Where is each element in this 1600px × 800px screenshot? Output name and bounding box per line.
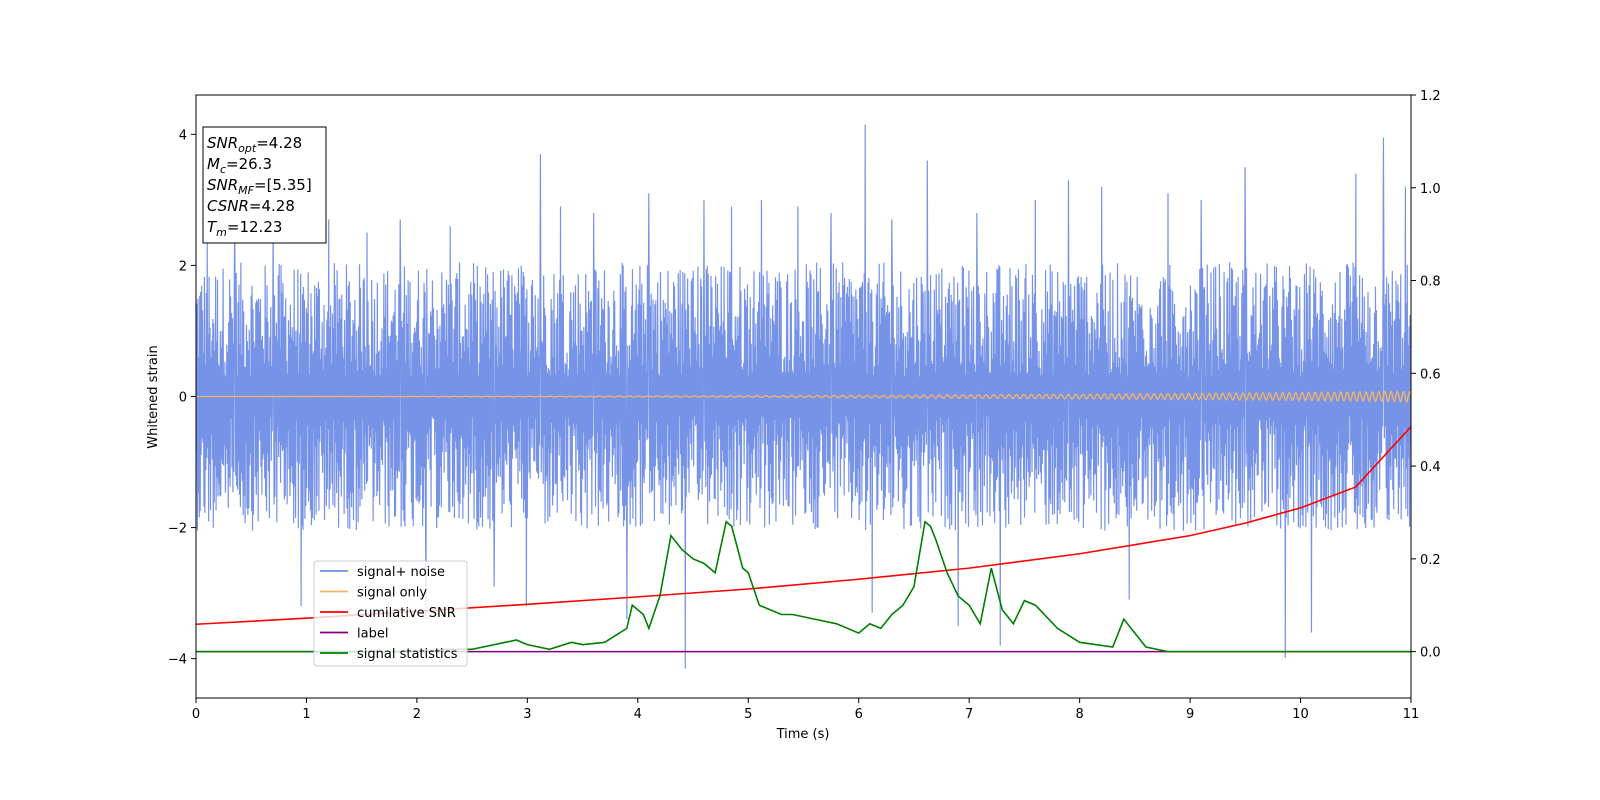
x-tick-label: 3: [523, 707, 531, 722]
x-tick-label: 4: [634, 707, 642, 722]
legend-frame: [313, 560, 468, 667]
legend: signal+ noise signal only cumilative SNR la…: [313, 560, 468, 667]
series-signal-only: [195, 390, 1412, 404]
x-tick-label: 2: [413, 707, 421, 722]
y-axis-title: Whitened strain: [146, 345, 161, 448]
legend-label: cumilative SNR: [357, 606, 456, 621]
legend-label: signal only: [357, 586, 427, 601]
y-left-tick-label: −4: [168, 653, 187, 668]
x-tick-label: 8: [1075, 707, 1083, 722]
annotation-line: SNRopt=4.28: [207, 134, 302, 155]
y-right-tick-label: 0.4: [1420, 460, 1441, 475]
legend-label: label: [357, 627, 388, 642]
annotation-line: SNRMF=[5.35]: [207, 176, 312, 197]
y-right-tick-label: 0.0: [1420, 646, 1441, 661]
y-left-tick-label: 0: [179, 391, 187, 406]
annotation-box-frame: [202, 126, 327, 244]
x-tick-label: 11: [1403, 707, 1420, 722]
annotation-line: CSNR=4.28: [207, 197, 295, 215]
y-right-tick-label: 0.2: [1420, 553, 1441, 568]
y-axis-left: −4 −2 0 2 4: [168, 128, 196, 668]
y-right-tick-label: 1.0: [1420, 182, 1441, 197]
annotation-line: Tm=12.23: [207, 218, 282, 239]
legend-label: signal statistics: [357, 647, 458, 662]
series-signal-plus-noise: [195, 124, 1412, 669]
series-line-signal-plus-noise: [195, 124, 1412, 669]
y-right-tick-label: 0.6: [1420, 367, 1441, 382]
y-right-tick-label: 0.8: [1420, 275, 1441, 290]
y-right-tick-label: 1.2: [1420, 89, 1441, 104]
y-left-tick-label: 2: [179, 259, 187, 274]
x-tick-label: 0: [192, 707, 200, 722]
x-tick-label: 10: [1292, 707, 1309, 722]
x-tick-label: 6: [855, 707, 863, 722]
y-left-tick-label: −2: [168, 522, 187, 537]
y-axis-right: 0.0 0.2 0.4 0.6 0.8 1.0 1.2: [1411, 89, 1441, 661]
annotation-line: Mc=26.3: [207, 155, 272, 176]
x-axis: 0 1 2 3 4 5 6 7 8 9 10 11: [192, 698, 1419, 722]
x-tick-label: 1: [302, 707, 310, 722]
x-tick-label: 5: [744, 707, 752, 722]
x-tick-label: 7: [965, 707, 973, 722]
series-signal-statistics: [196, 520, 1411, 653]
x-axis-title: Time (s): [776, 727, 830, 742]
series-line-signal-only: [195, 390, 1412, 404]
series-line-signal-statistics: [196, 520, 1411, 653]
x-tick-label: 9: [1186, 707, 1194, 722]
legend-label: signal+ noise: [357, 565, 445, 580]
y-left-tick-label: 4: [179, 128, 187, 143]
